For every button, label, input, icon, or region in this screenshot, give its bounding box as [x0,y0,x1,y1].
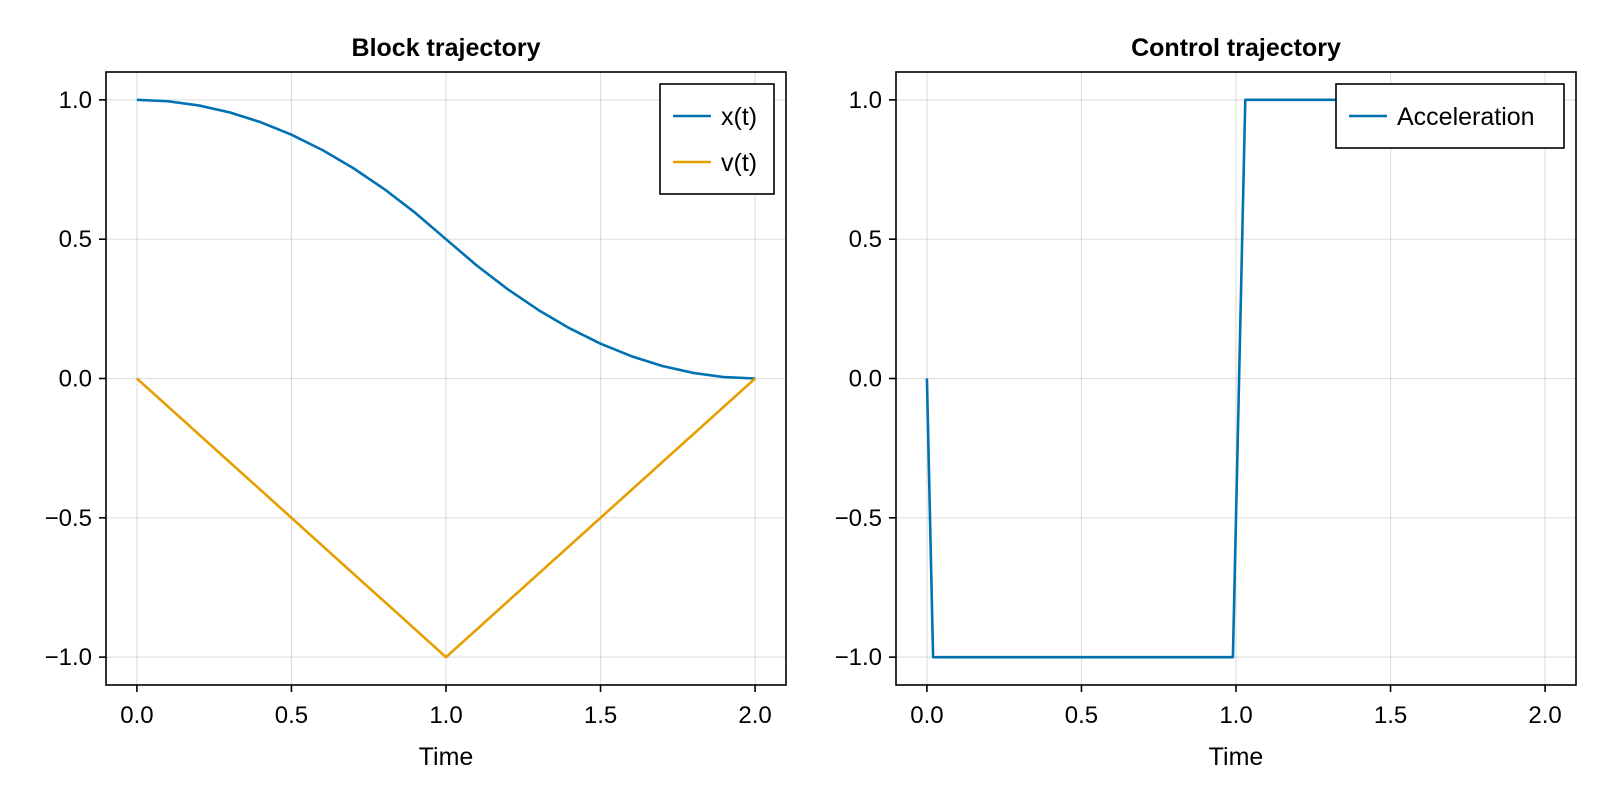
legend: x(t) v(t) [659,83,775,195]
legend-label: v(t) [721,149,757,177]
y-tick-label: 0.5 [59,226,92,253]
x-tick-label: 1.0 [1219,702,1252,729]
y-tick-label: −1.0 [835,644,882,671]
x-tick-label: 2.0 [1528,702,1561,729]
x-tick-label: 1.5 [584,702,617,729]
y-tick-label: 1.0 [849,87,882,114]
chart-panel-2: 0.0 0.5 1.0 1.5 2.0 1.0 0.5 0.0 −0.5 −1.0 Control … [835,34,1577,771]
y-tick-label: −0.5 [45,505,92,532]
x-tick-label: 0.0 [120,702,153,729]
x-axis-label: Time [1209,743,1264,771]
series-line-v-t- [136,377,756,659]
chart-title: Block trajectory [352,34,541,62]
x-tick-label: 1.0 [429,702,462,729]
y-tick-label: 0.0 [59,366,92,393]
chart-title: Control trajectory [1131,34,1341,62]
x-tick-label: 0.5 [1065,702,1098,729]
y-tick-label: 0.0 [849,366,882,393]
x-tick-label: 2.0 [738,702,771,729]
x-tick-label: 0.5 [275,702,308,729]
series-line-x-t- [136,98,756,380]
legend-box [659,83,775,195]
legend-label: x(t) [721,103,757,131]
legend-label: Acceleration [1397,103,1535,131]
chart-panel-1: 0.0 0.5 1.0 1.5 2.0 1.0 0.5 0.0 −0.5 −1.0 Block tr… [45,34,787,771]
y-tick-label: 1.0 [59,87,92,114]
y-tick-label: −1.0 [45,644,92,671]
y-tick-label: 0.5 [849,226,882,253]
legend: Acceleration [1335,83,1565,149]
x-tick-label: 1.5 [1374,702,1407,729]
x-axis-label: Time [419,743,474,771]
x-tick-label: 0.0 [910,702,943,729]
y-tick-label: −0.5 [835,505,882,532]
